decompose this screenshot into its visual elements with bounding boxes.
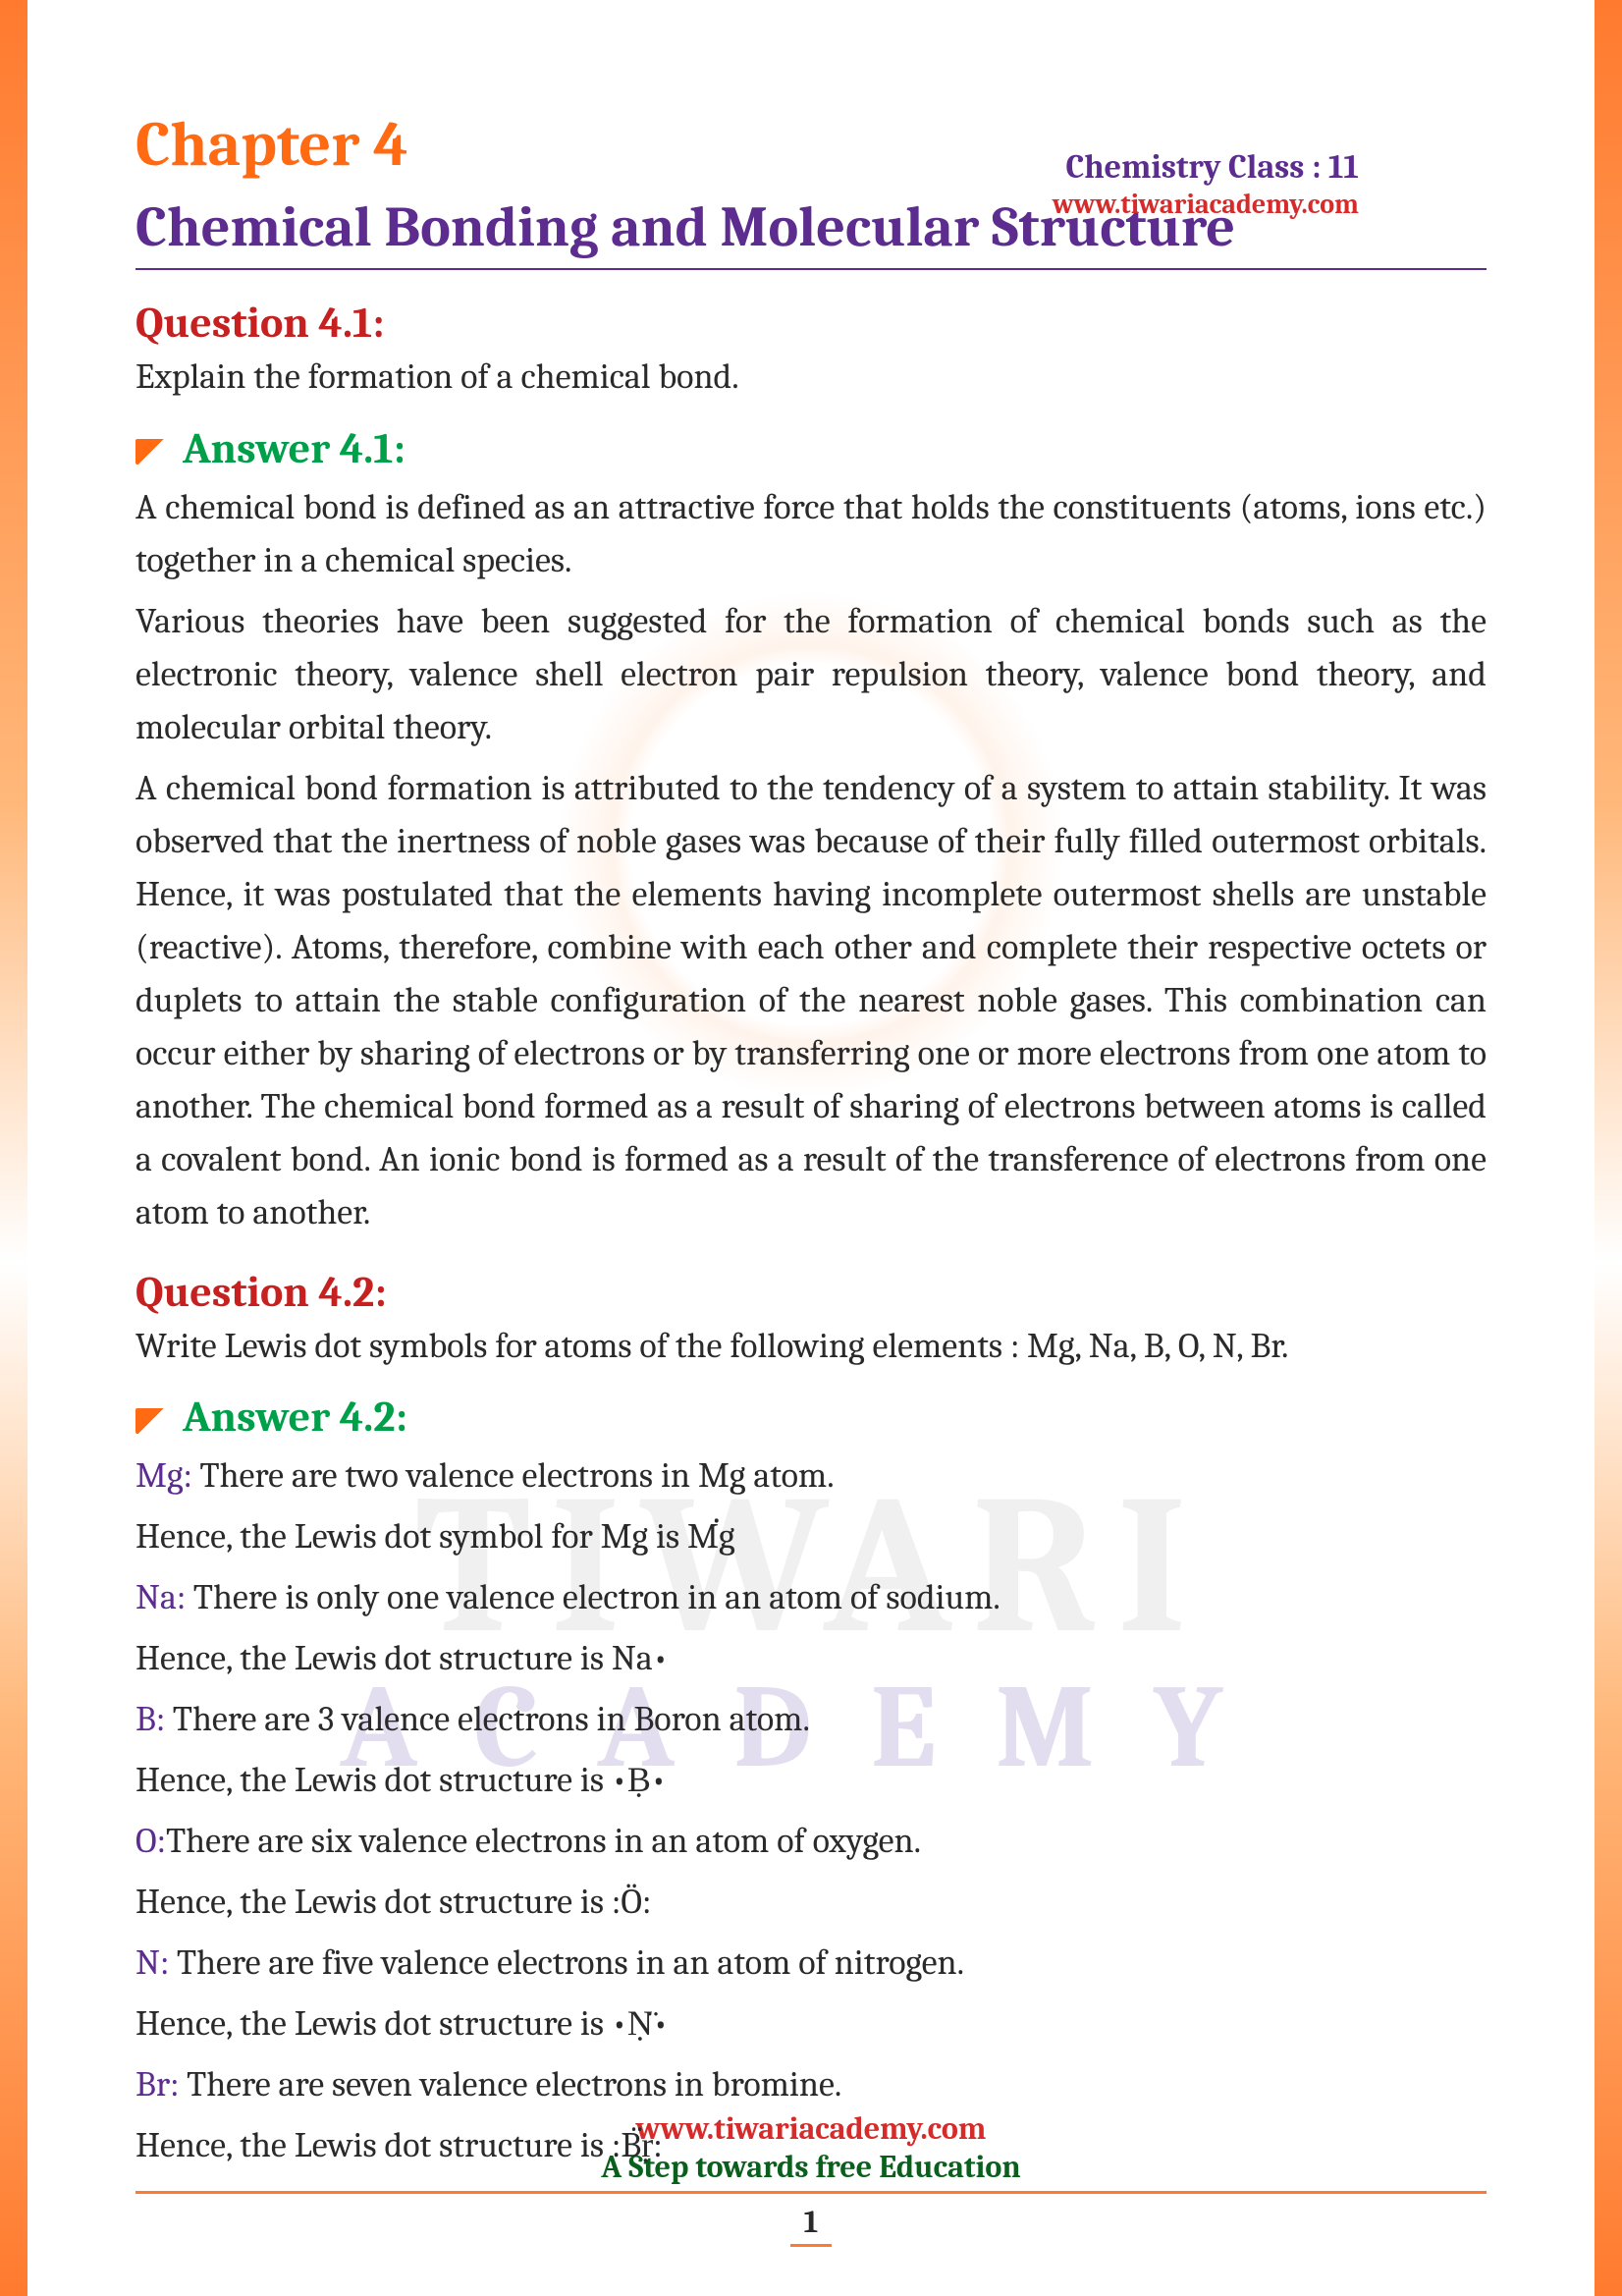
element-symbol: Na:	[135, 1577, 186, 1617]
element-desc: There are five valence electrons in an a…	[169, 1942, 964, 1983]
element-lewis-line: Hence, the Lewis dot structure is •Ḅ•	[135, 1754, 1487, 1807]
element-line: N: There are five valence electrons in a…	[135, 1937, 1487, 1990]
element-symbol: Br:	[135, 2064, 179, 2105]
element-lewis-line: Hence, the Lewis dot structure is •Ṇ̈•	[135, 1997, 1487, 2050]
lewis-symbol: •Ḅ•	[612, 1760, 667, 1800]
element-desc: There are two valence electrons in Mg at…	[192, 1455, 835, 1496]
element-desc: There are 3 valence electrons in Boron a…	[165, 1699, 810, 1739]
answer-heading-2: Answer 4.2:	[135, 1392, 1487, 1442]
lewis-symbol: Ṁ̇g	[687, 1516, 735, 1557]
element-desc: There are six valence electrons in an at…	[166, 1821, 921, 1861]
question-text-1: Explain the formation of a chemical bond…	[135, 354, 1487, 402]
lewis-symbol: Na•	[612, 1638, 669, 1678]
element-lewis-line: Hence, the Lewis dot structure is :Ö:	[135, 1876, 1487, 1929]
element-lewis-line: Hence, the Lewis dot symbol for Mg is Ṁ…	[135, 1510, 1487, 1563]
element-line: B: There are 3 valence electrons in Boro…	[135, 1693, 1487, 1746]
page-number: 1	[790, 2204, 833, 2247]
lewis-prefix: Hence, the Lewis dot structure is	[135, 1638, 612, 1678]
lewis-prefix: Hence, the Lewis dot symbol for Mg is	[135, 1516, 687, 1557]
element-desc: There is only one valence electron in an…	[186, 1577, 1000, 1617]
element-line: Na: There is only one valence electron i…	[135, 1571, 1487, 1624]
class-label: Chemistry Class : 11	[1053, 147, 1359, 187]
lewis-prefix: Hence, the Lewis dot structure is	[135, 1882, 612, 1922]
lewis-symbol: •Ṇ̈•	[612, 2003, 669, 2044]
element-symbol: O:	[135, 1821, 166, 1861]
lewis-prefix: Hence, the Lewis dot structure is	[135, 2125, 612, 2165]
question-heading-2: Question 4.2:	[135, 1267, 1487, 1317]
answer-1-p1: A chemical bond is defined as an attract…	[135, 481, 1487, 587]
lewis-symbol: :Ö:	[612, 1882, 652, 1922]
header-url: www.tiwariacademy.com	[1053, 189, 1359, 220]
element-line: O:There are six valence electrons in an …	[135, 1815, 1487, 1868]
document-page: TIWARI ACADEMY Chemistry Class : 11 www.…	[0, 0, 1622, 2296]
lewis-prefix: Hence, the Lewis dot structure is	[135, 2003, 612, 2044]
lewis-prefix: Hence, the Lewis dot structure is	[135, 1760, 612, 1800]
element-symbol: B:	[135, 1699, 165, 1739]
element-symbol: Mg:	[135, 1455, 192, 1496]
answer-1-p3: A chemical bond formation is attributed …	[135, 762, 1487, 1239]
page-header: Chemistry Class : 11 www.tiwariacademy.c…	[1053, 147, 1359, 220]
question-text-2: Write Lewis dot symbols for atoms of the…	[135, 1323, 1487, 1371]
element-symbol: N:	[135, 1942, 169, 1983]
element-lewis-line: Hence, the Lewis dot structure is Na•	[135, 1632, 1487, 1685]
lewis-symbol: :B̈ṛ:	[612, 2125, 663, 2165]
answer-heading-1: Answer 4.1:	[135, 423, 1487, 473]
elements-list: Mg: There are two valence electrons in M…	[135, 1449, 1487, 2172]
answer-1-p2: Various theories have been suggested for…	[135, 595, 1487, 754]
content-area: Chemistry Class : 11 www.tiwariacademy.c…	[135, 108, 1487, 2172]
element-desc: There are seven valence electrons in bro…	[179, 2064, 841, 2105]
element-line: Br: There are seven valence electrons in…	[135, 2058, 1487, 2111]
element-line: Mg: There are two valence electrons in M…	[135, 1449, 1487, 1503]
element-lewis-line: Hence, the Lewis dot structure is :B̈ṛ:	[135, 2119, 1487, 2172]
question-heading-1: Question 4.1:	[135, 298, 1487, 348]
